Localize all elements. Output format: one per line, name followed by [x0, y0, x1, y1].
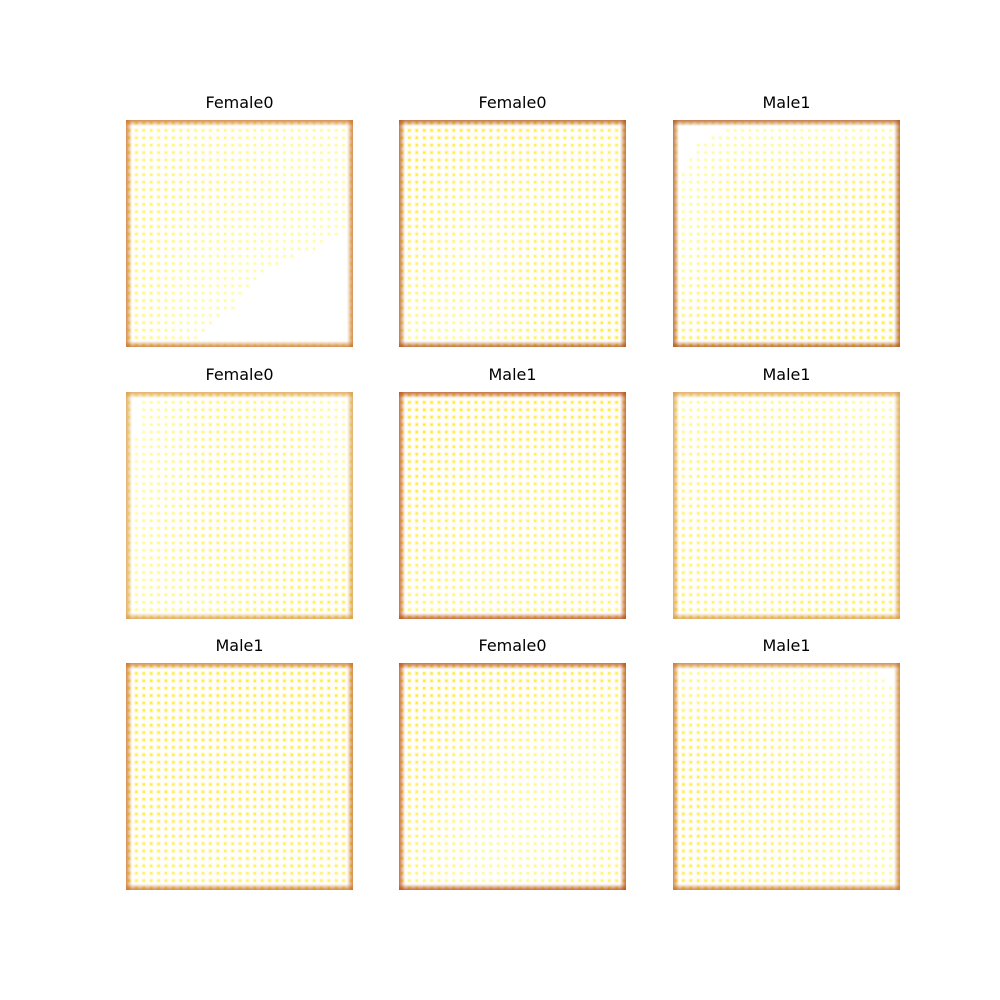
- heatmap-image: [673, 120, 900, 347]
- panel-title: Male1: [215, 636, 264, 655]
- heatmap-image: [399, 120, 626, 347]
- heatmap-image: [399, 663, 626, 890]
- heatmap-image: [673, 663, 900, 890]
- panel-title: Female0: [205, 365, 274, 384]
- heatmap-image: [126, 663, 353, 890]
- heatmap-image: [126, 120, 353, 347]
- heatmap-image: [399, 392, 626, 619]
- panel-title: Female0: [205, 93, 274, 112]
- heatmap-image: [673, 392, 900, 619]
- panel-title: Male1: [762, 636, 811, 655]
- panel-title: Female0: [478, 93, 547, 112]
- heatmap-image: [126, 392, 353, 619]
- panel-title: Male1: [488, 365, 537, 384]
- panel-title: Male1: [762, 93, 811, 112]
- panel-title: Female0: [478, 636, 547, 655]
- panel-title: Male1: [762, 365, 811, 384]
